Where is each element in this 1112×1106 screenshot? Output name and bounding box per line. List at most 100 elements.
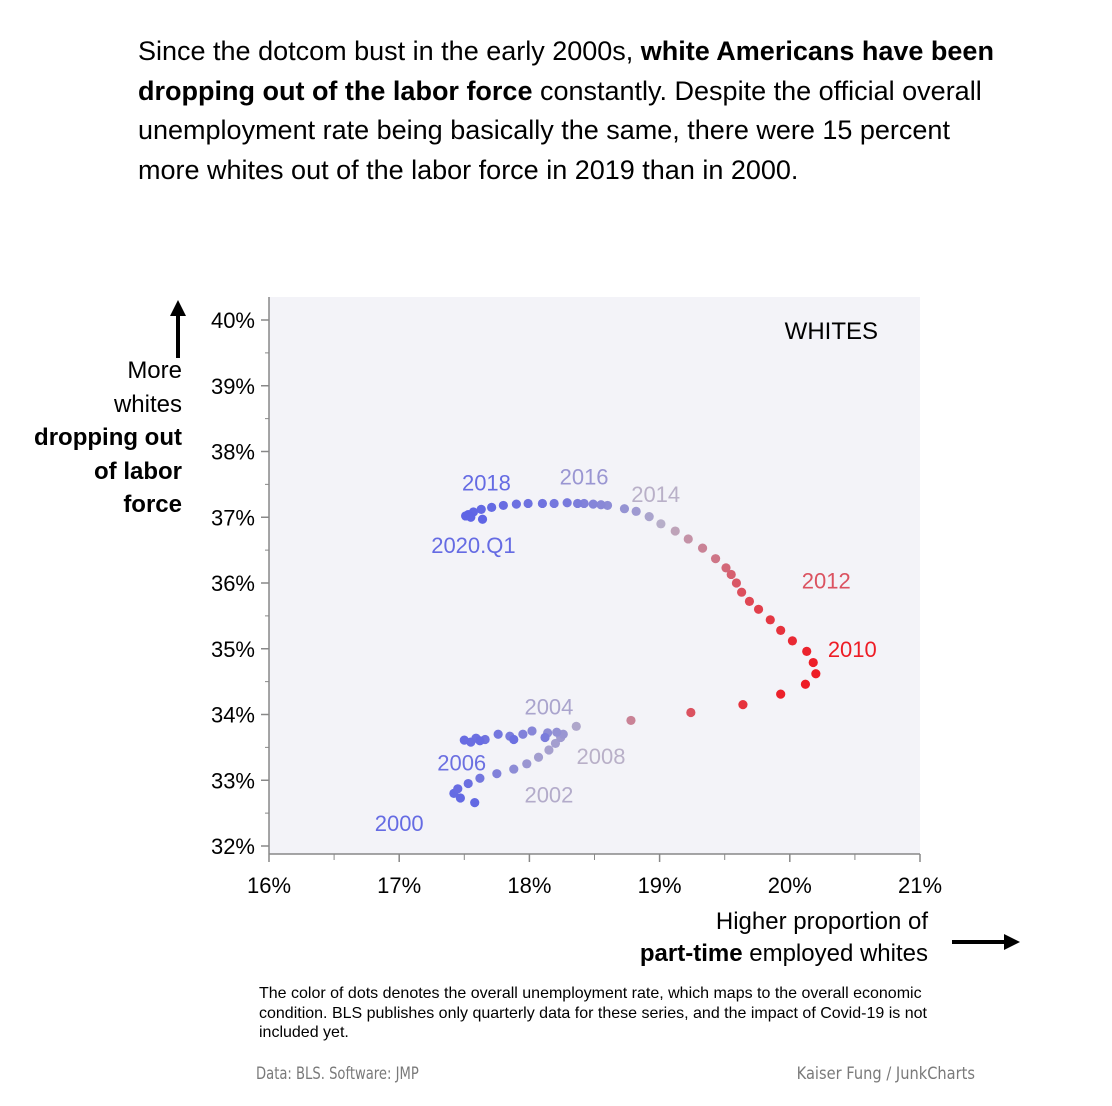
data-point <box>744 596 755 607</box>
headline-bold: white Americans have been dropping out o… <box>138 36 994 106</box>
data-point <box>498 500 508 511</box>
data-point <box>463 778 473 789</box>
data-point <box>631 506 641 516</box>
data-point <box>753 604 764 614</box>
headline-text-1: Since the dotcom bust in the early 2000s… <box>138 36 641 66</box>
source-credit: Data: BLS. Software: JMP <box>256 1064 419 1084</box>
x-tick-label: 20% <box>768 873 812 898</box>
data-point <box>626 715 636 726</box>
data-point <box>522 759 532 769</box>
data-point <box>721 563 731 573</box>
data-point <box>802 646 812 656</box>
data-point <box>738 700 748 710</box>
data-point <box>509 764 519 774</box>
data-point <box>487 502 497 512</box>
year-label: 2004 <box>524 695 573 720</box>
y-tick-label: 33% <box>211 768 255 793</box>
data-point <box>477 514 488 524</box>
data-point <box>552 727 562 737</box>
year-label: 2018 <box>462 470 511 495</box>
data-point <box>540 732 550 743</box>
x-tick-label: 21% <box>898 873 942 898</box>
x-tick-label: 18% <box>507 873 551 898</box>
data-point <box>493 729 503 739</box>
data-point <box>518 729 528 739</box>
data-point <box>596 500 606 510</box>
y-tick-label: 40% <box>211 308 255 333</box>
year-label: 2016 <box>560 464 609 489</box>
x-axis-title: Higher proportion of part-time employed … <box>560 906 928 970</box>
data-point <box>726 569 736 580</box>
data-point <box>765 615 775 625</box>
plot-panel <box>269 297 920 854</box>
data-point <box>776 625 786 635</box>
data-point <box>523 498 533 509</box>
x-axis-arrow <box>952 934 1020 950</box>
data-point <box>811 669 821 679</box>
year-labels: 2000 2002 2004 2006 2008 2010 2012 2014 2016 2018… <box>375 464 877 836</box>
data-point <box>731 578 742 588</box>
data-point <box>509 734 519 745</box>
data-point <box>550 738 561 749</box>
data-point <box>459 735 469 745</box>
data-point <box>470 798 480 808</box>
y-title-line-1: More <box>127 357 182 384</box>
y-axis-title: More whites dropping out of labor force <box>30 354 182 522</box>
y-title-line-2: whites <box>113 390 182 418</box>
year-label: 2002 <box>524 783 573 808</box>
data-point <box>544 745 554 755</box>
data-point <box>475 773 485 783</box>
x-tick-label: 16% <box>247 873 291 898</box>
y-axis-arrow <box>170 300 186 358</box>
data-point <box>656 519 666 529</box>
year-label: 2014 <box>631 482 680 507</box>
x-title-rest: employed whites <box>742 940 928 967</box>
data-point <box>475 736 485 746</box>
data-point <box>800 679 811 689</box>
headline-text-2: constantly. Despite the official overall… <box>138 75 982 185</box>
data-point <box>710 554 721 564</box>
headline: Since the dotcom bust in the early 2000s… <box>138 32 1018 190</box>
data-point <box>537 498 548 509</box>
data-point <box>571 721 581 731</box>
year-label: 2006 <box>437 750 486 775</box>
data-point <box>476 504 486 514</box>
data-point <box>644 511 654 522</box>
data-point <box>455 793 465 803</box>
panel-label: WHITES <box>785 318 878 345</box>
x-tick-label: 19% <box>638 873 682 898</box>
data-points <box>449 498 821 808</box>
data-point <box>453 784 463 794</box>
year-label: 2020.Q1 <box>431 533 515 558</box>
data-point <box>808 657 818 668</box>
x-tick-label: 17% <box>377 873 421 898</box>
y-title-bold: dropping out of labor force <box>34 424 182 518</box>
data-point <box>549 498 559 509</box>
data-point <box>492 769 502 779</box>
x-title-bold: part-time <box>639 940 743 967</box>
data-point <box>787 636 798 646</box>
data-point <box>619 504 630 514</box>
data-point <box>737 587 747 597</box>
y-tick-label: 39% <box>211 374 255 399</box>
data-point <box>697 543 708 553</box>
data-point <box>683 534 693 544</box>
x-title-line-1: Higher proportion of <box>715 908 928 935</box>
data-point <box>588 499 598 509</box>
y-tick-label: 36% <box>211 571 255 596</box>
data-point <box>466 512 476 522</box>
author-credit: Kaiser Fung / JunkCharts <box>796 1064 975 1084</box>
data-point <box>776 689 786 699</box>
year-label: 2012 <box>802 568 851 593</box>
data-point <box>670 526 680 536</box>
data-point <box>511 499 521 509</box>
data-point <box>686 707 696 718</box>
y-tick-label: 34% <box>211 703 255 728</box>
year-label: 2010 <box>828 637 877 662</box>
data-point <box>579 498 589 509</box>
data-point <box>572 498 583 509</box>
footnote: The color of dots denotes the overall un… <box>259 985 927 1041</box>
axes: 32% 33% 34% 35% 36% 37% 38% 39% 40% 16% 17% 18% 19% 2… <box>211 297 942 898</box>
y-tick-label: 35% <box>211 637 255 662</box>
